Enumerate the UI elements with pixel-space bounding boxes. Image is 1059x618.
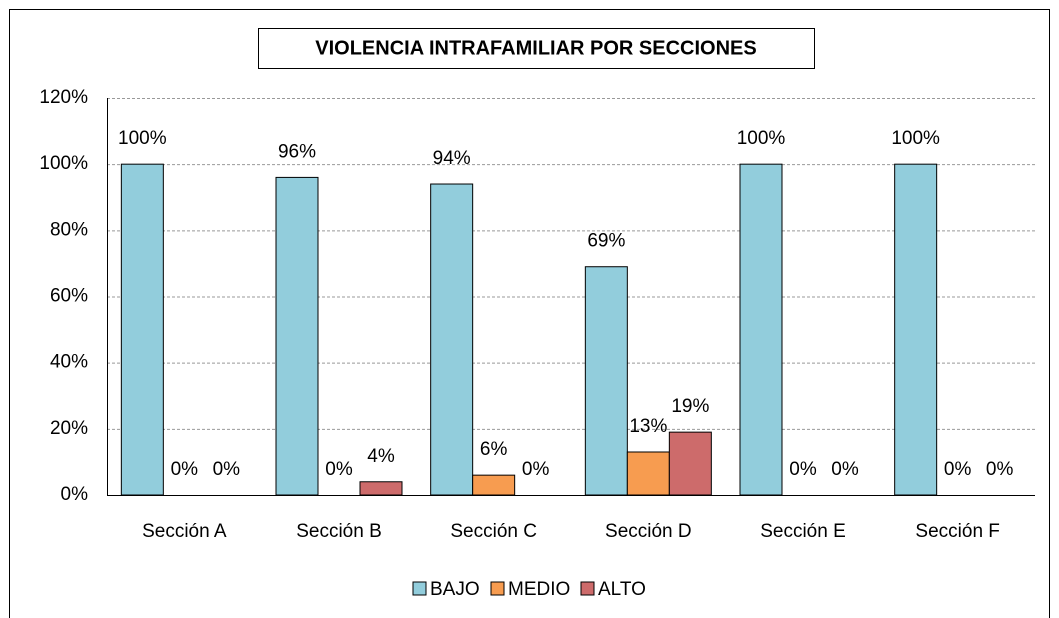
value-label: 0%	[986, 459, 1014, 480]
x-tick-label: Sección D	[605, 521, 692, 542]
value-label: 0%	[944, 459, 972, 480]
value-label: 69%	[587, 231, 625, 252]
value-label: 19%	[671, 396, 709, 417]
legend-label: BAJO	[430, 579, 480, 600]
value-label: 96%	[278, 141, 316, 162]
y-tick-label: 100%	[39, 153, 88, 174]
bar	[584, 266, 628, 496]
bar	[472, 474, 516, 496]
bar	[359, 481, 403, 496]
value-label: 100%	[118, 128, 167, 149]
legend-swatch	[580, 581, 595, 596]
x-tick-label: Sección A	[142, 521, 227, 542]
bar	[120, 163, 164, 496]
bar	[668, 431, 712, 496]
value-label: 0%	[831, 459, 859, 480]
bar	[739, 163, 783, 496]
bar	[430, 183, 474, 496]
x-tick-label: Sección B	[296, 521, 382, 542]
value-label: 0%	[325, 459, 353, 480]
title-box	[258, 28, 815, 69]
value-label: 94%	[433, 148, 471, 169]
legend-label: MEDIO	[508, 579, 570, 600]
legend-swatch	[490, 581, 505, 596]
x-tick-label: Sección E	[760, 521, 846, 542]
value-label: 0%	[522, 459, 550, 480]
chart-frame	[9, 9, 1050, 618]
y-tick-label: 120%	[39, 87, 88, 108]
value-label: 13%	[629, 416, 667, 437]
bar	[275, 176, 319, 496]
y-tick-label: 60%	[50, 286, 88, 307]
legend-swatch	[412, 581, 427, 596]
y-tick-label: 20%	[50, 418, 88, 439]
value-label: 0%	[171, 459, 199, 480]
x-tick-label: Sección F	[915, 521, 999, 542]
value-label: 0%	[213, 459, 241, 480]
y-tick-label: 40%	[50, 352, 88, 373]
value-label: 0%	[789, 459, 817, 480]
value-label: 6%	[480, 439, 508, 460]
value-label: 100%	[891, 128, 940, 149]
y-tick-label: 0%	[61, 484, 89, 505]
bar	[894, 163, 938, 496]
value-label: 4%	[367, 446, 395, 467]
x-tick-label: Sección C	[450, 521, 537, 542]
y-tick-label: 80%	[50, 219, 88, 240]
value-label: 100%	[737, 128, 786, 149]
chart-title: VIOLENCIA INTRAFAMILIAR POR SECCIONES	[315, 37, 757, 59]
legend-label: ALTO	[598, 579, 646, 600]
bar	[626, 451, 670, 496]
